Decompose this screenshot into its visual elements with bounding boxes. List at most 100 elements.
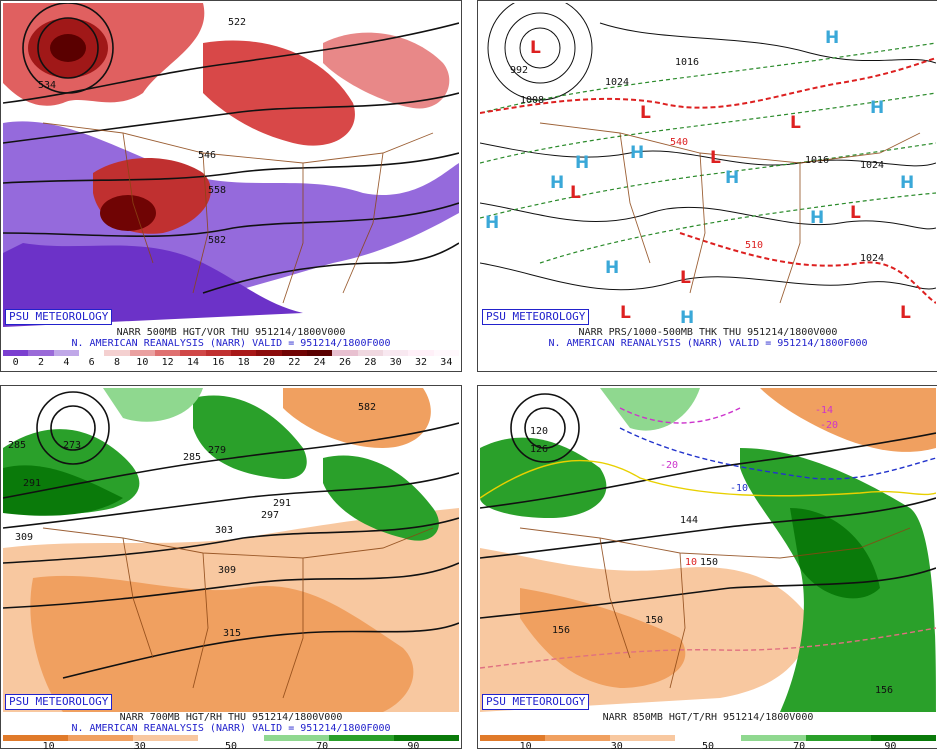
contour-label: 303 bbox=[215, 525, 233, 536]
colorbar-tick-label: 30 bbox=[389, 357, 402, 368]
contour-label: 126 bbox=[530, 444, 548, 455]
colorbar-tick-label: 28 bbox=[364, 357, 377, 368]
low-pressure-marker: L bbox=[790, 113, 801, 133]
colorbar-tick-label: 10 bbox=[136, 357, 149, 368]
contour-label: 156 bbox=[552, 625, 570, 636]
contour-label: 150 bbox=[645, 615, 663, 626]
contour-label: 285 bbox=[8, 440, 26, 451]
contour-label: 291 bbox=[273, 498, 291, 509]
colorbar-tick-label: 50 bbox=[224, 741, 238, 752]
contour-label: 582 bbox=[208, 235, 226, 246]
contour-label: 291 bbox=[23, 478, 41, 489]
contour-label: 582 bbox=[358, 402, 376, 413]
colorbar-tick-label: 90 bbox=[407, 741, 420, 752]
caption-title: NARR 700MB HGT/RH THU 951214/1800V000 bbox=[119, 712, 343, 723]
colorbar-tick-label: 30 bbox=[610, 741, 623, 752]
colorbar-tick-label: 50 bbox=[701, 741, 715, 752]
isobar-label: 1008 bbox=[520, 95, 544, 106]
colorbar-swatch bbox=[3, 735, 69, 741]
isobar-label: 1016 bbox=[805, 155, 829, 166]
colorbar-tick-label: 4 bbox=[63, 357, 70, 368]
contour-label: 150 bbox=[700, 557, 718, 568]
colorbar-swatch bbox=[230, 350, 257, 356]
colorbar-swatch bbox=[805, 735, 871, 741]
colorbar-swatch bbox=[180, 350, 206, 356]
map-700mb: 285 291 297 279 285 309 303 291 309 315 … bbox=[3, 388, 459, 712]
high-pressure-marker: H bbox=[485, 213, 499, 233]
high-pressure-marker: H bbox=[550, 173, 564, 193]
low-pressure-marker: L bbox=[900, 303, 911, 323]
high-pressure-marker: H bbox=[680, 308, 694, 327]
low-pressure-marker: L bbox=[850, 203, 861, 223]
colorbar-swatch bbox=[433, 350, 459, 356]
colorbar-swatch bbox=[104, 350, 130, 356]
psu-meteorology-badge: PSU METEOROLOGY bbox=[5, 694, 113, 710]
panel-700mb-rh: 285 291 297 279 285 309 303 291 309 315 … bbox=[0, 385, 462, 752]
colorbar-swatch bbox=[357, 350, 383, 356]
vorticity-colorbar-labels: 0 2 4 6 8 10 12 14 16 18 20 22 24 26 28 30 32 34 bbox=[3, 357, 459, 371]
colorbar-swatch bbox=[68, 735, 134, 741]
colorbar-swatch bbox=[281, 350, 307, 356]
colorbar-tick-label: 0 bbox=[12, 357, 19, 368]
colorbar-swatch bbox=[154, 350, 181, 356]
colorbar-swatch bbox=[28, 350, 54, 356]
colorbar-swatch bbox=[53, 350, 79, 356]
caption-title: NARR 500MB HGT/VOR THU 951214/1800V000 bbox=[116, 327, 346, 338]
thickness-label: 510 bbox=[745, 240, 763, 251]
high-pressure-marker: H bbox=[605, 258, 619, 278]
panel-850mb-temp-rh: 120 126 -20 -20 -10 144 10 150 150 156 1… bbox=[477, 385, 937, 752]
contour-label: 156 bbox=[875, 685, 893, 696]
colorbar-tick-label: 10 bbox=[519, 741, 532, 752]
temperature-label: 10 bbox=[685, 557, 697, 568]
caption-valid: N. AMERICAN REANALYSIS (NARR) VALID = 95… bbox=[71, 723, 391, 734]
contour-label: 558 bbox=[208, 185, 226, 196]
contour-label: 546 bbox=[198, 150, 216, 161]
panel-500mb-vorticity: 534 522 546 558 582 PSU METEOROLOGY NARR… bbox=[0, 0, 462, 372]
colorbar-swatch bbox=[332, 350, 358, 356]
colorbar-tick-label: 14 bbox=[186, 357, 200, 368]
contour-label: 144 bbox=[680, 515, 698, 526]
high-pressure-marker: H bbox=[630, 143, 644, 163]
vorticity-colorbar bbox=[3, 350, 459, 356]
caption-title: NARR PRS/1000-500MB THK THU 951214/1800V… bbox=[578, 327, 838, 338]
colorbar-tick-label: 24 bbox=[313, 357, 326, 368]
colorbar-tick-label: 30 bbox=[133, 741, 146, 752]
colorbar-tick-label: 34 bbox=[440, 357, 453, 368]
contour-label: 522 bbox=[228, 17, 246, 28]
colorbar-tick-label: 90 bbox=[884, 741, 897, 752]
temperature-label: -20 bbox=[820, 420, 838, 431]
colorbar-swatch bbox=[256, 350, 282, 356]
high-pressure-marker: H bbox=[900, 173, 914, 193]
colorbar-swatch bbox=[263, 735, 329, 741]
colorbar-tick-label: 26 bbox=[338, 357, 352, 368]
panel-pressure-thickness: L L L L L L L L L H H H H H H H H H H H bbox=[477, 0, 937, 372]
caption-title: NARR 850MB HGT/T/RH 951214/1800V000 bbox=[602, 712, 814, 723]
colorbar-swatch bbox=[870, 735, 936, 741]
colorbar-tick-label: 70 bbox=[793, 741, 806, 752]
contour-label: 315 bbox=[223, 628, 241, 639]
contour-label: 297 bbox=[261, 510, 279, 521]
colorbar-tick-label: 2 bbox=[37, 357, 44, 368]
colorbar-tick-label: 20 bbox=[262, 357, 276, 368]
high-pressure-marker: H bbox=[725, 168, 739, 188]
map-pressure-thickness: L L L L L L L L L H H H H H H H H H H H bbox=[480, 3, 936, 327]
colorbar-swatch bbox=[545, 735, 611, 741]
high-pressure-marker: H bbox=[825, 28, 839, 48]
psu-meteorology-badge: PSU METEOROLOGY bbox=[482, 694, 590, 710]
colorbar-tick-label: 6 bbox=[88, 357, 95, 368]
contour-label: 309 bbox=[15, 532, 33, 543]
isobar-label: 1016 bbox=[675, 57, 699, 68]
colorbar-tick-label: 32 bbox=[414, 357, 428, 368]
isobar-label: 1024 bbox=[860, 160, 884, 171]
low-pressure-marker: L bbox=[620, 303, 631, 323]
colorbar-tick-label: 70 bbox=[316, 741, 329, 752]
colorbar-swatch bbox=[3, 350, 29, 356]
temperature-label: -20 bbox=[660, 460, 678, 471]
temperature-label: -14 bbox=[815, 405, 833, 416]
low-pressure-marker: L bbox=[680, 268, 691, 288]
colorbar-tick-label: 12 bbox=[161, 357, 174, 368]
colorbar-tick-label: 16 bbox=[212, 357, 225, 368]
rh-colorbar-labels: 10 30 50 70 90 bbox=[480, 741, 936, 755]
temperature-label: -10 bbox=[730, 483, 748, 494]
colorbar-swatch bbox=[78, 350, 105, 356]
